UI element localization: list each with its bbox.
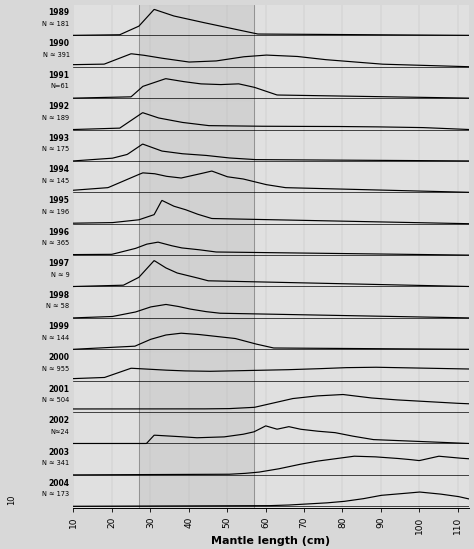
Text: 1998: 1998: [48, 290, 70, 300]
Bar: [139, 288, 254, 320]
Bar: [139, 225, 254, 257]
Bar: [139, 257, 254, 288]
Bar: [139, 194, 254, 225]
Text: Mantle length (cm): Mantle length (cm): [210, 536, 330, 546]
Text: N ≈ 58: N ≈ 58: [46, 303, 70, 309]
Text: 1989: 1989: [48, 8, 70, 17]
Text: N ≈ 504: N ≈ 504: [42, 397, 70, 404]
Text: N ≈ 145: N ≈ 145: [42, 177, 70, 183]
Bar: [139, 351, 254, 382]
Text: 1992: 1992: [48, 102, 70, 111]
Text: N ≈ 181: N ≈ 181: [42, 20, 70, 26]
Text: N ≈ 175: N ≈ 175: [42, 146, 70, 152]
Bar: [139, 382, 254, 413]
Text: N ≈ 189: N ≈ 189: [42, 115, 70, 121]
Text: N ≈ 173: N ≈ 173: [42, 491, 70, 497]
Bar: [139, 5, 254, 37]
Bar: [139, 100, 254, 131]
Text: 1994: 1994: [48, 165, 70, 174]
Text: 1993: 1993: [48, 133, 70, 143]
Text: N≈24: N≈24: [51, 429, 70, 435]
Bar: [139, 477, 254, 508]
Text: 1996: 1996: [48, 228, 70, 237]
Text: 10: 10: [8, 495, 16, 505]
Text: 1999: 1999: [48, 322, 70, 331]
Text: N ≈ 341: N ≈ 341: [42, 460, 70, 466]
Text: 1997: 1997: [48, 259, 70, 268]
Text: 2002: 2002: [48, 416, 70, 425]
Text: 2000: 2000: [48, 354, 70, 362]
Text: N ≈ 391: N ≈ 391: [43, 52, 70, 58]
Bar: [139, 131, 254, 163]
Bar: [139, 68, 254, 100]
Text: 2003: 2003: [48, 447, 70, 457]
Bar: [139, 413, 254, 445]
Bar: [139, 320, 254, 351]
Bar: [139, 37, 254, 68]
Text: N ≈ 144: N ≈ 144: [42, 334, 70, 340]
Text: 1990: 1990: [48, 40, 70, 48]
Text: 2004: 2004: [48, 479, 70, 488]
Text: N ≈ 196: N ≈ 196: [42, 209, 70, 215]
Text: N ≈ 9: N ≈ 9: [51, 272, 70, 278]
Bar: [139, 163, 254, 194]
Text: 1991: 1991: [48, 71, 70, 80]
Text: 2001: 2001: [48, 385, 70, 394]
Text: N ≈ 365: N ≈ 365: [42, 240, 70, 247]
Text: 1995: 1995: [49, 197, 70, 205]
Bar: [139, 445, 254, 477]
Text: N ≈ 955: N ≈ 955: [42, 366, 70, 372]
Text: N=61: N=61: [51, 83, 70, 89]
